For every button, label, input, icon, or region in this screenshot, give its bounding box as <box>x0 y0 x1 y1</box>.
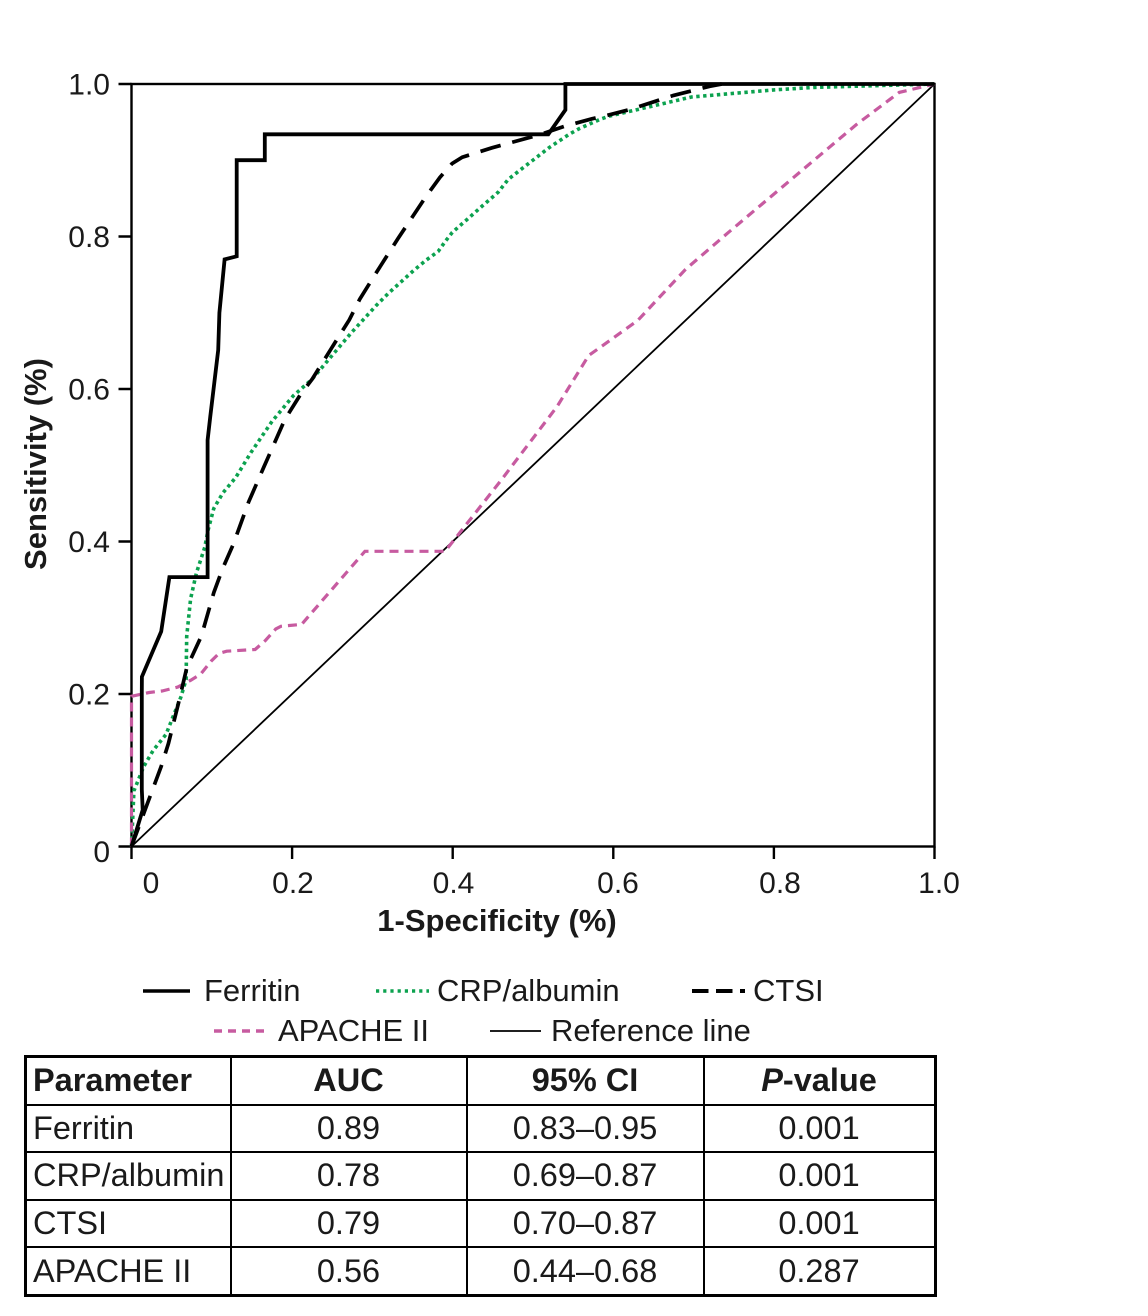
svg-text:0: 0 <box>143 867 160 900</box>
svg-text:0.4: 0.4 <box>68 526 110 559</box>
svg-text:Sensitivity (%): Sensitivity (%) <box>18 358 53 570</box>
svg-text:0.2: 0.2 <box>68 679 110 712</box>
svg-text:0.2: 0.2 <box>272 867 314 900</box>
svg-text:0.8: 0.8 <box>68 221 110 254</box>
svg-text:CTSI: CTSI <box>753 973 824 1008</box>
svg-text:0.8: 0.8 <box>759 867 801 900</box>
svg-text:0.6: 0.6 <box>597 867 639 900</box>
svg-text:1.0: 1.0 <box>68 69 110 102</box>
svg-text:0: 0 <box>93 836 110 869</box>
svg-text:1-Specificity (%): 1-Specificity (%) <box>377 903 616 938</box>
svg-text:APACHE II: APACHE II <box>278 1013 429 1048</box>
svg-text:CRP/albumin: CRP/albumin <box>437 973 620 1008</box>
svg-text:0.4: 0.4 <box>433 867 475 900</box>
svg-text:Ferritin: Ferritin <box>204 973 300 1008</box>
svg-text:1.0: 1.0 <box>918 867 960 900</box>
svg-text:0.6: 0.6 <box>68 374 110 407</box>
svg-text:Reference line: Reference line <box>551 1013 751 1048</box>
